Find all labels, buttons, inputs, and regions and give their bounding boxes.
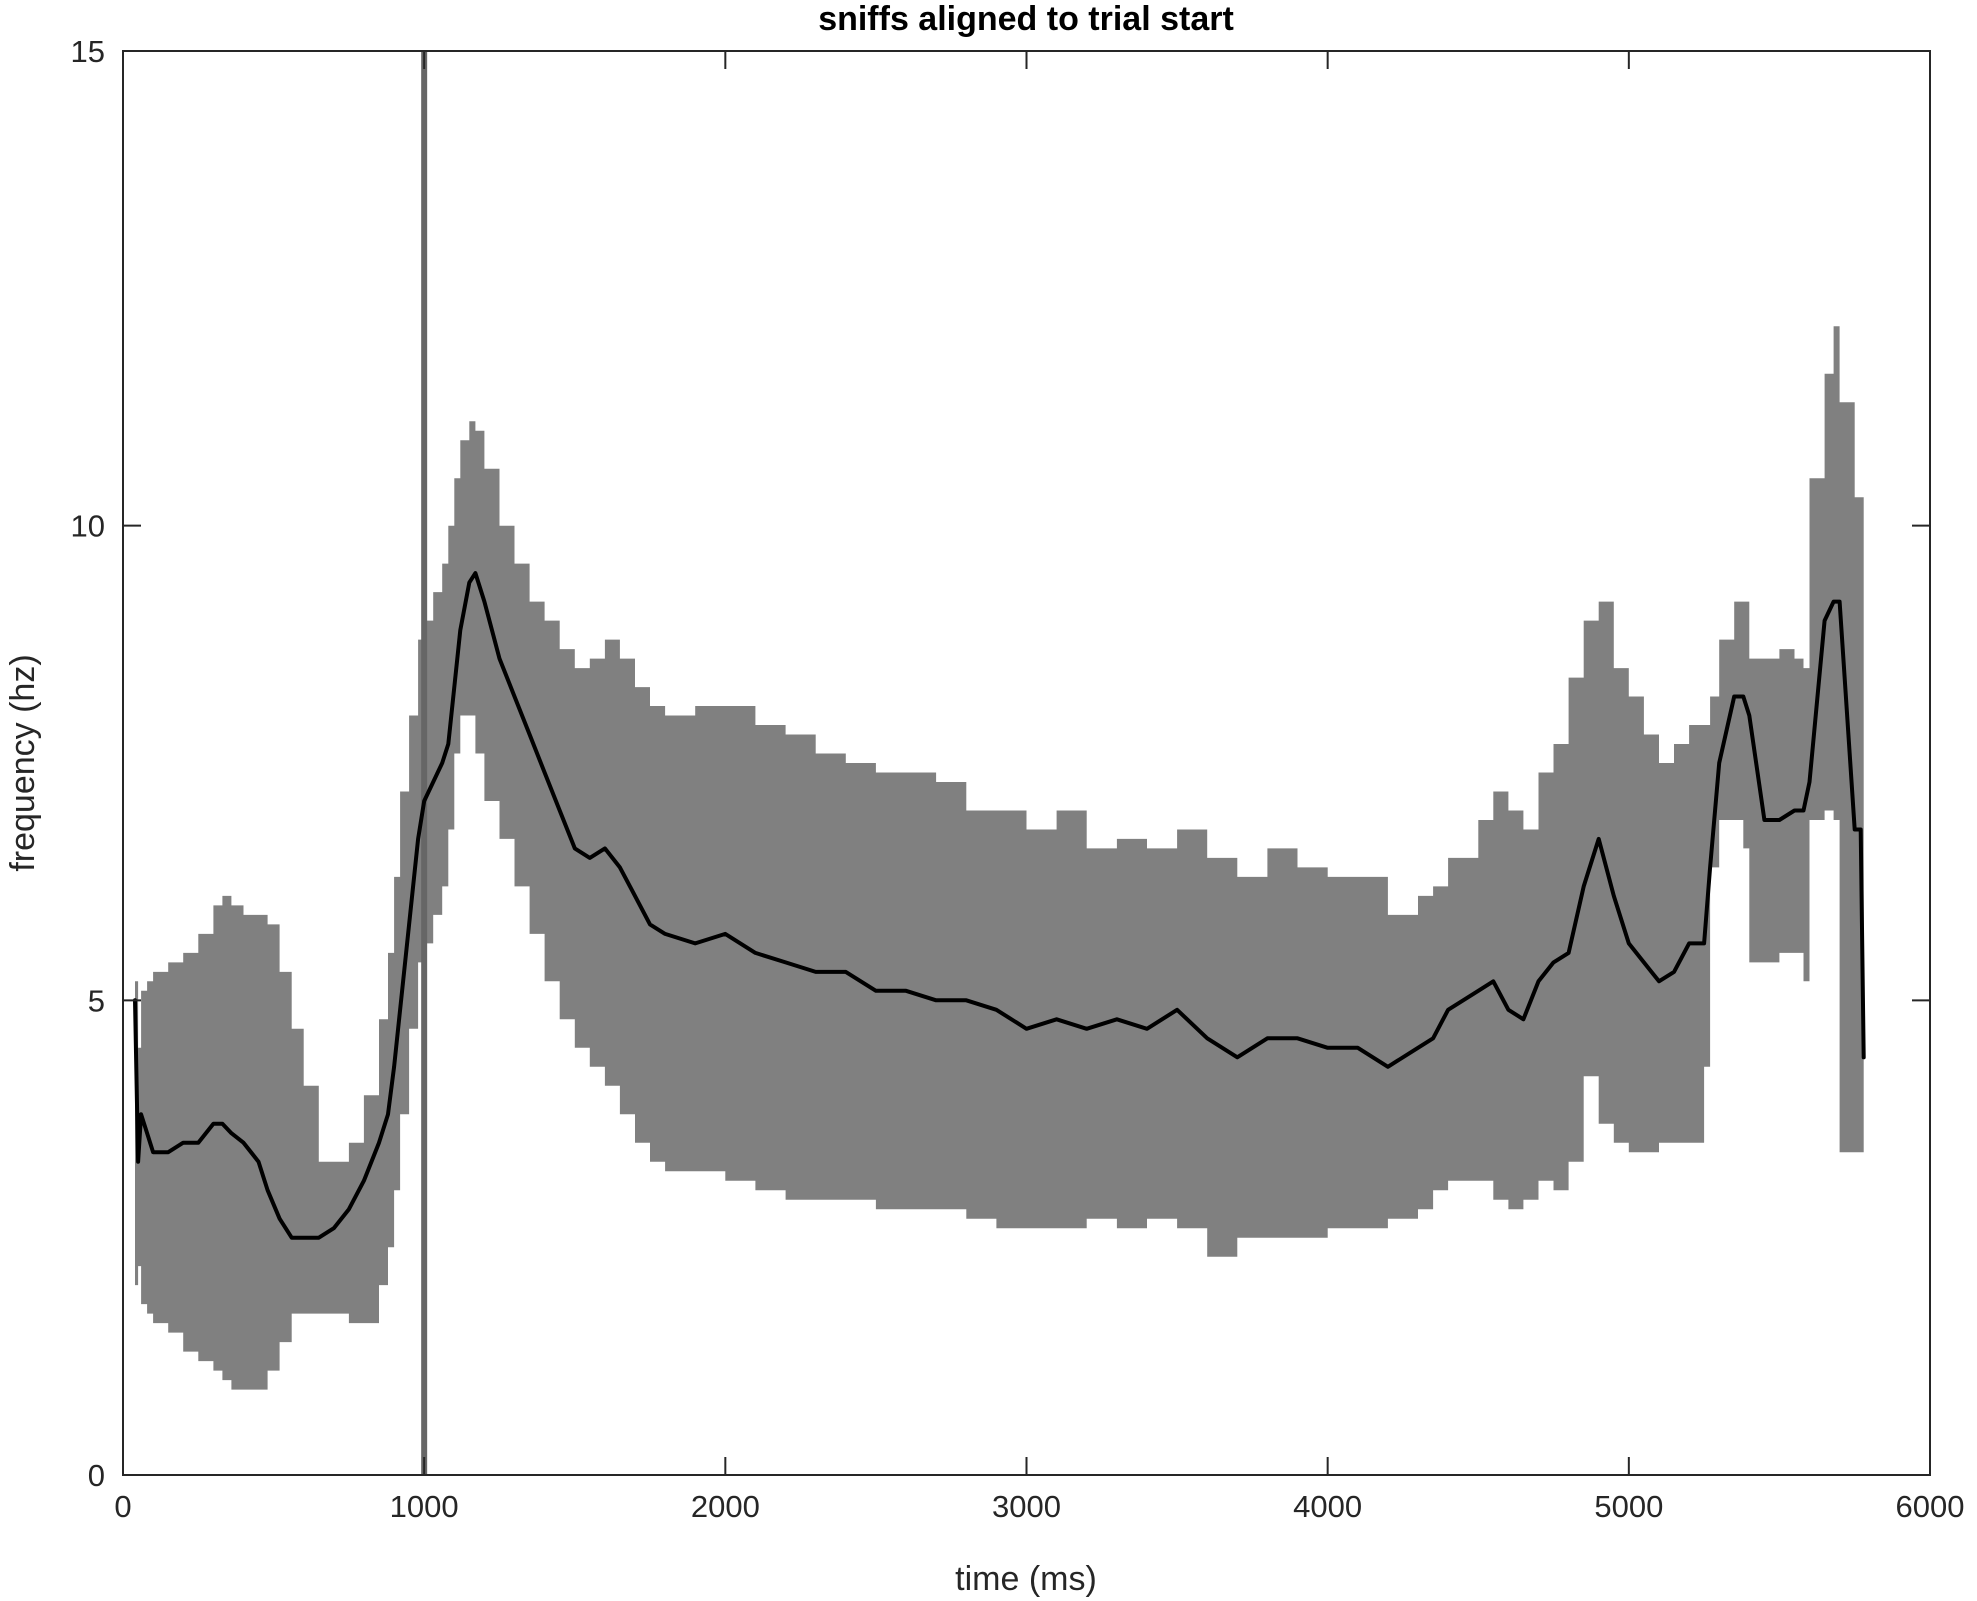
x-axis-label: time (ms) — [955, 1560, 1097, 1598]
mean-line — [133, 571, 1866, 1240]
plot-area — [133, 51, 1866, 1475]
x-tick-label: 2000 — [691, 1489, 760, 1524]
x-tick-label: 0 — [114, 1489, 131, 1524]
y-tick-label: 0 — [88, 1458, 105, 1493]
x-tick-label: 4000 — [1293, 1489, 1362, 1524]
chart-title: sniffs aligned to trial start — [818, 0, 1234, 38]
axis-ticks: 0 1000 2000 3000 4000 5000 6000 0 5 10 15 — [71, 34, 1965, 1524]
x-tick-label: 3000 — [992, 1489, 1061, 1524]
y-tick-label: 15 — [71, 34, 105, 69]
x-tick-label: 1000 — [390, 1489, 459, 1524]
x-tick-label: 5000 — [1594, 1489, 1663, 1524]
y-tick-label: 10 — [71, 509, 105, 544]
error-band — [135, 326, 1864, 1390]
x-tick-label: 6000 — [1896, 1489, 1965, 1524]
y-axis-label: frequency (hz) — [4, 654, 42, 871]
y-tick-label: 5 — [88, 983, 105, 1018]
